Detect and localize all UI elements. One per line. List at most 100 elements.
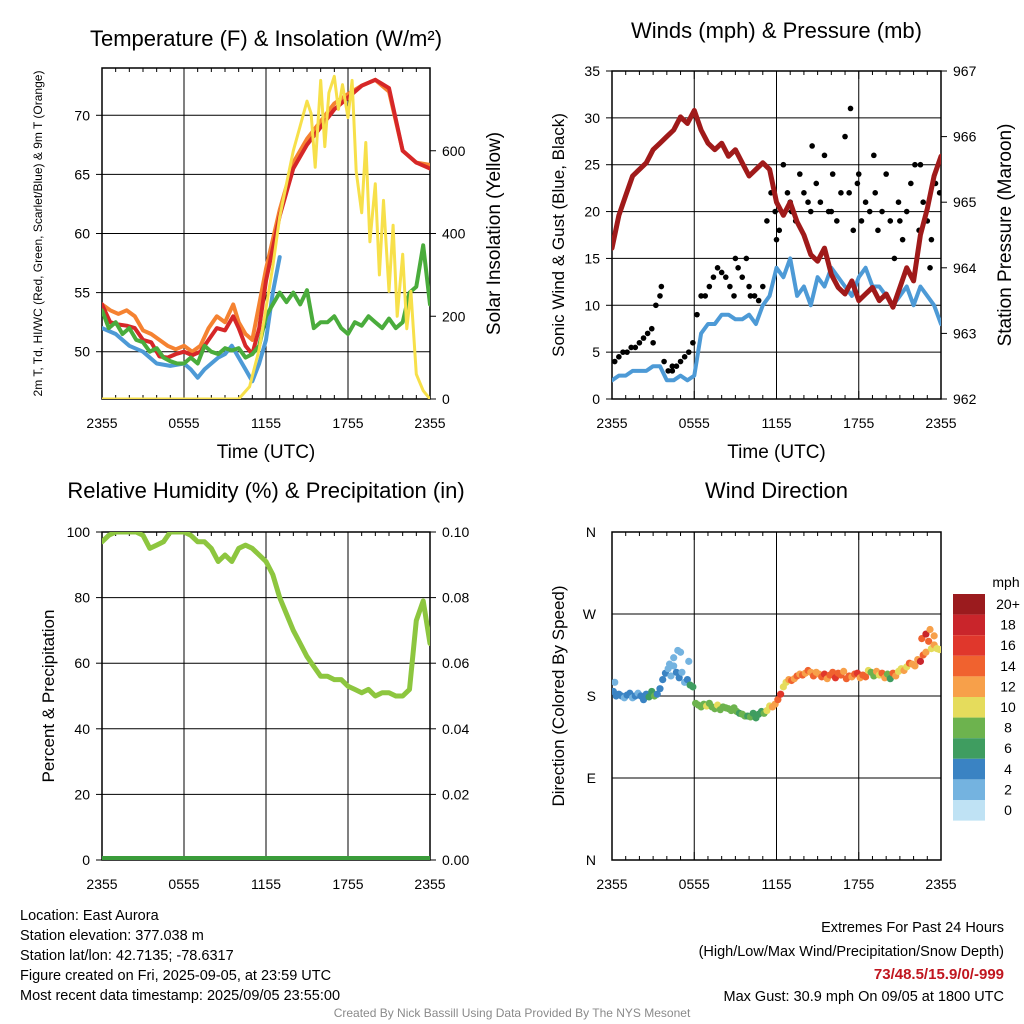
gust-point xyxy=(899,236,906,243)
legend-label: 4 xyxy=(1004,761,1012,777)
y-right-tick-label: 200 xyxy=(442,308,466,324)
y-right-tick-label: 400 xyxy=(442,226,466,242)
y-axis-label: Direction (Colored By Speed) xyxy=(549,585,568,806)
gust-point xyxy=(751,293,758,299)
panel-winds: Winds (mph) & Pressure (mb) 2355 0555 1155 1… xyxy=(549,18,1016,463)
extremes-title: Extremes For Past 24 Hours xyxy=(821,920,1004,936)
gust-point xyxy=(817,199,824,205)
direction-point xyxy=(916,657,925,665)
gust-point xyxy=(731,293,737,299)
legend-swatch xyxy=(953,697,985,718)
y-right-axis-label: Station Pressure (Maroon) xyxy=(995,124,1016,347)
y-tick-label: W xyxy=(583,606,597,622)
gust-point xyxy=(673,363,680,370)
direction-point xyxy=(685,657,693,665)
direction-point xyxy=(829,668,837,676)
data-layer xyxy=(102,532,430,860)
x-tick-label: 2355 xyxy=(414,876,445,892)
direction-point xyxy=(930,632,938,640)
gust-point xyxy=(632,344,639,351)
gust-point xyxy=(854,180,861,187)
gust-point xyxy=(797,171,803,177)
y-tick-label: 80 xyxy=(74,590,90,606)
direction-point xyxy=(665,660,674,668)
direction-point xyxy=(774,696,782,704)
series-line-d62728 xyxy=(102,77,430,360)
gust-point xyxy=(658,283,665,290)
gust-point xyxy=(912,161,918,168)
y-tick-label: 20 xyxy=(584,204,600,220)
x-tick-label: 1155 xyxy=(761,415,791,431)
y-tick-label: 35 xyxy=(584,63,600,79)
gust-point xyxy=(784,190,791,196)
legend-label: 6 xyxy=(1004,740,1012,756)
direction-point xyxy=(862,673,870,681)
gust-point xyxy=(842,133,848,140)
direction-point xyxy=(678,668,686,676)
y-tick-label: 55 xyxy=(74,285,90,301)
legend-label: 12 xyxy=(1000,678,1016,694)
legend-swatch xyxy=(953,779,985,800)
legend-label: 10 xyxy=(1000,699,1016,715)
gust-point xyxy=(920,199,926,205)
direction-point xyxy=(676,648,685,656)
gust-point xyxy=(780,161,787,168)
x-tick-label: 2355 xyxy=(596,876,627,892)
gust-point xyxy=(805,199,811,205)
x-tick-label: 2355 xyxy=(925,876,956,892)
gust-point xyxy=(872,190,878,196)
y-tick-label: 0 xyxy=(592,391,600,407)
gust-point xyxy=(917,161,924,168)
gust-point xyxy=(846,190,852,196)
y-right-tick-label: 964 xyxy=(953,260,977,276)
gust-point xyxy=(773,236,780,243)
gust-point xyxy=(661,358,667,365)
x-tick-label: 1155 xyxy=(761,876,791,892)
y-right-tick-label: 967 xyxy=(953,63,977,79)
gust-point xyxy=(834,218,840,224)
x-axis-label: Time (UTC) xyxy=(217,442,316,463)
gust-point xyxy=(850,227,857,234)
gust-point xyxy=(644,330,651,337)
gust-point xyxy=(681,354,688,360)
speed-legend: mph 20+ 18 16 14 12 10 8 6 4 2 0 xyxy=(953,574,1020,821)
gust-point xyxy=(866,208,873,215)
legend-swatch xyxy=(953,614,985,636)
x-axis-label: Time (UTC) xyxy=(727,442,826,463)
data-layer xyxy=(612,625,941,722)
legend-label: 18 xyxy=(1000,617,1016,633)
y-tick-label: 5 xyxy=(592,344,600,360)
y-right-tick-label: 0.08 xyxy=(442,590,469,606)
y-right-tick-label: 600 xyxy=(442,143,466,159)
gust-point xyxy=(809,143,815,149)
gust-point xyxy=(829,171,836,177)
gust-point xyxy=(706,283,713,290)
gust-point xyxy=(694,311,700,318)
direction-point xyxy=(672,668,681,676)
x-tick-label: 1155 xyxy=(251,415,281,431)
gust-point xyxy=(718,269,725,276)
direction-point xyxy=(639,696,648,704)
gust-point xyxy=(883,171,889,177)
y-tick-label: 60 xyxy=(74,655,90,671)
gust-point xyxy=(928,236,935,243)
gust-point xyxy=(735,265,741,271)
series-line-rh xyxy=(102,532,430,699)
plot-frame xyxy=(611,70,942,400)
gust-point xyxy=(895,199,902,205)
panel-title: Temperature (F) & Insolation (W/m²) xyxy=(90,26,442,51)
x-tick-label: 2355 xyxy=(414,415,445,431)
x-tick-label: 1755 xyxy=(332,876,363,892)
data-layer xyxy=(612,105,941,383)
direction-point xyxy=(926,625,934,634)
extremes-values: 73/48.5/15.9/0/-999 xyxy=(873,966,1004,983)
direction-point xyxy=(936,645,941,654)
gust-point xyxy=(746,283,752,290)
y-right-tick-label: 0.02 xyxy=(442,786,469,802)
y-right-tick-label: 962 xyxy=(953,391,977,407)
x-tick-label: 1755 xyxy=(332,415,363,431)
y-right-tick-label: 0.04 xyxy=(442,721,469,737)
gust-point xyxy=(710,274,717,280)
y-tick-label: N xyxy=(586,852,596,868)
